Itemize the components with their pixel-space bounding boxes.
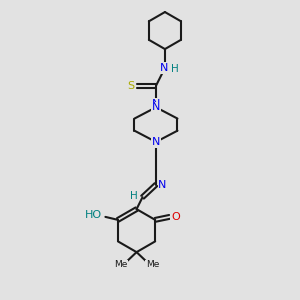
Text: N: N — [152, 99, 160, 109]
Text: HO: HO — [85, 210, 102, 220]
Text: Me: Me — [146, 260, 159, 269]
Text: N: N — [152, 137, 160, 147]
Text: H: H — [130, 191, 138, 201]
Text: N: N — [158, 180, 167, 190]
Text: Me: Me — [114, 260, 127, 269]
Text: S: S — [127, 81, 134, 91]
Text: H: H — [171, 64, 178, 74]
Text: O: O — [171, 212, 180, 222]
Text: N: N — [152, 102, 160, 112]
Text: N: N — [160, 63, 169, 73]
